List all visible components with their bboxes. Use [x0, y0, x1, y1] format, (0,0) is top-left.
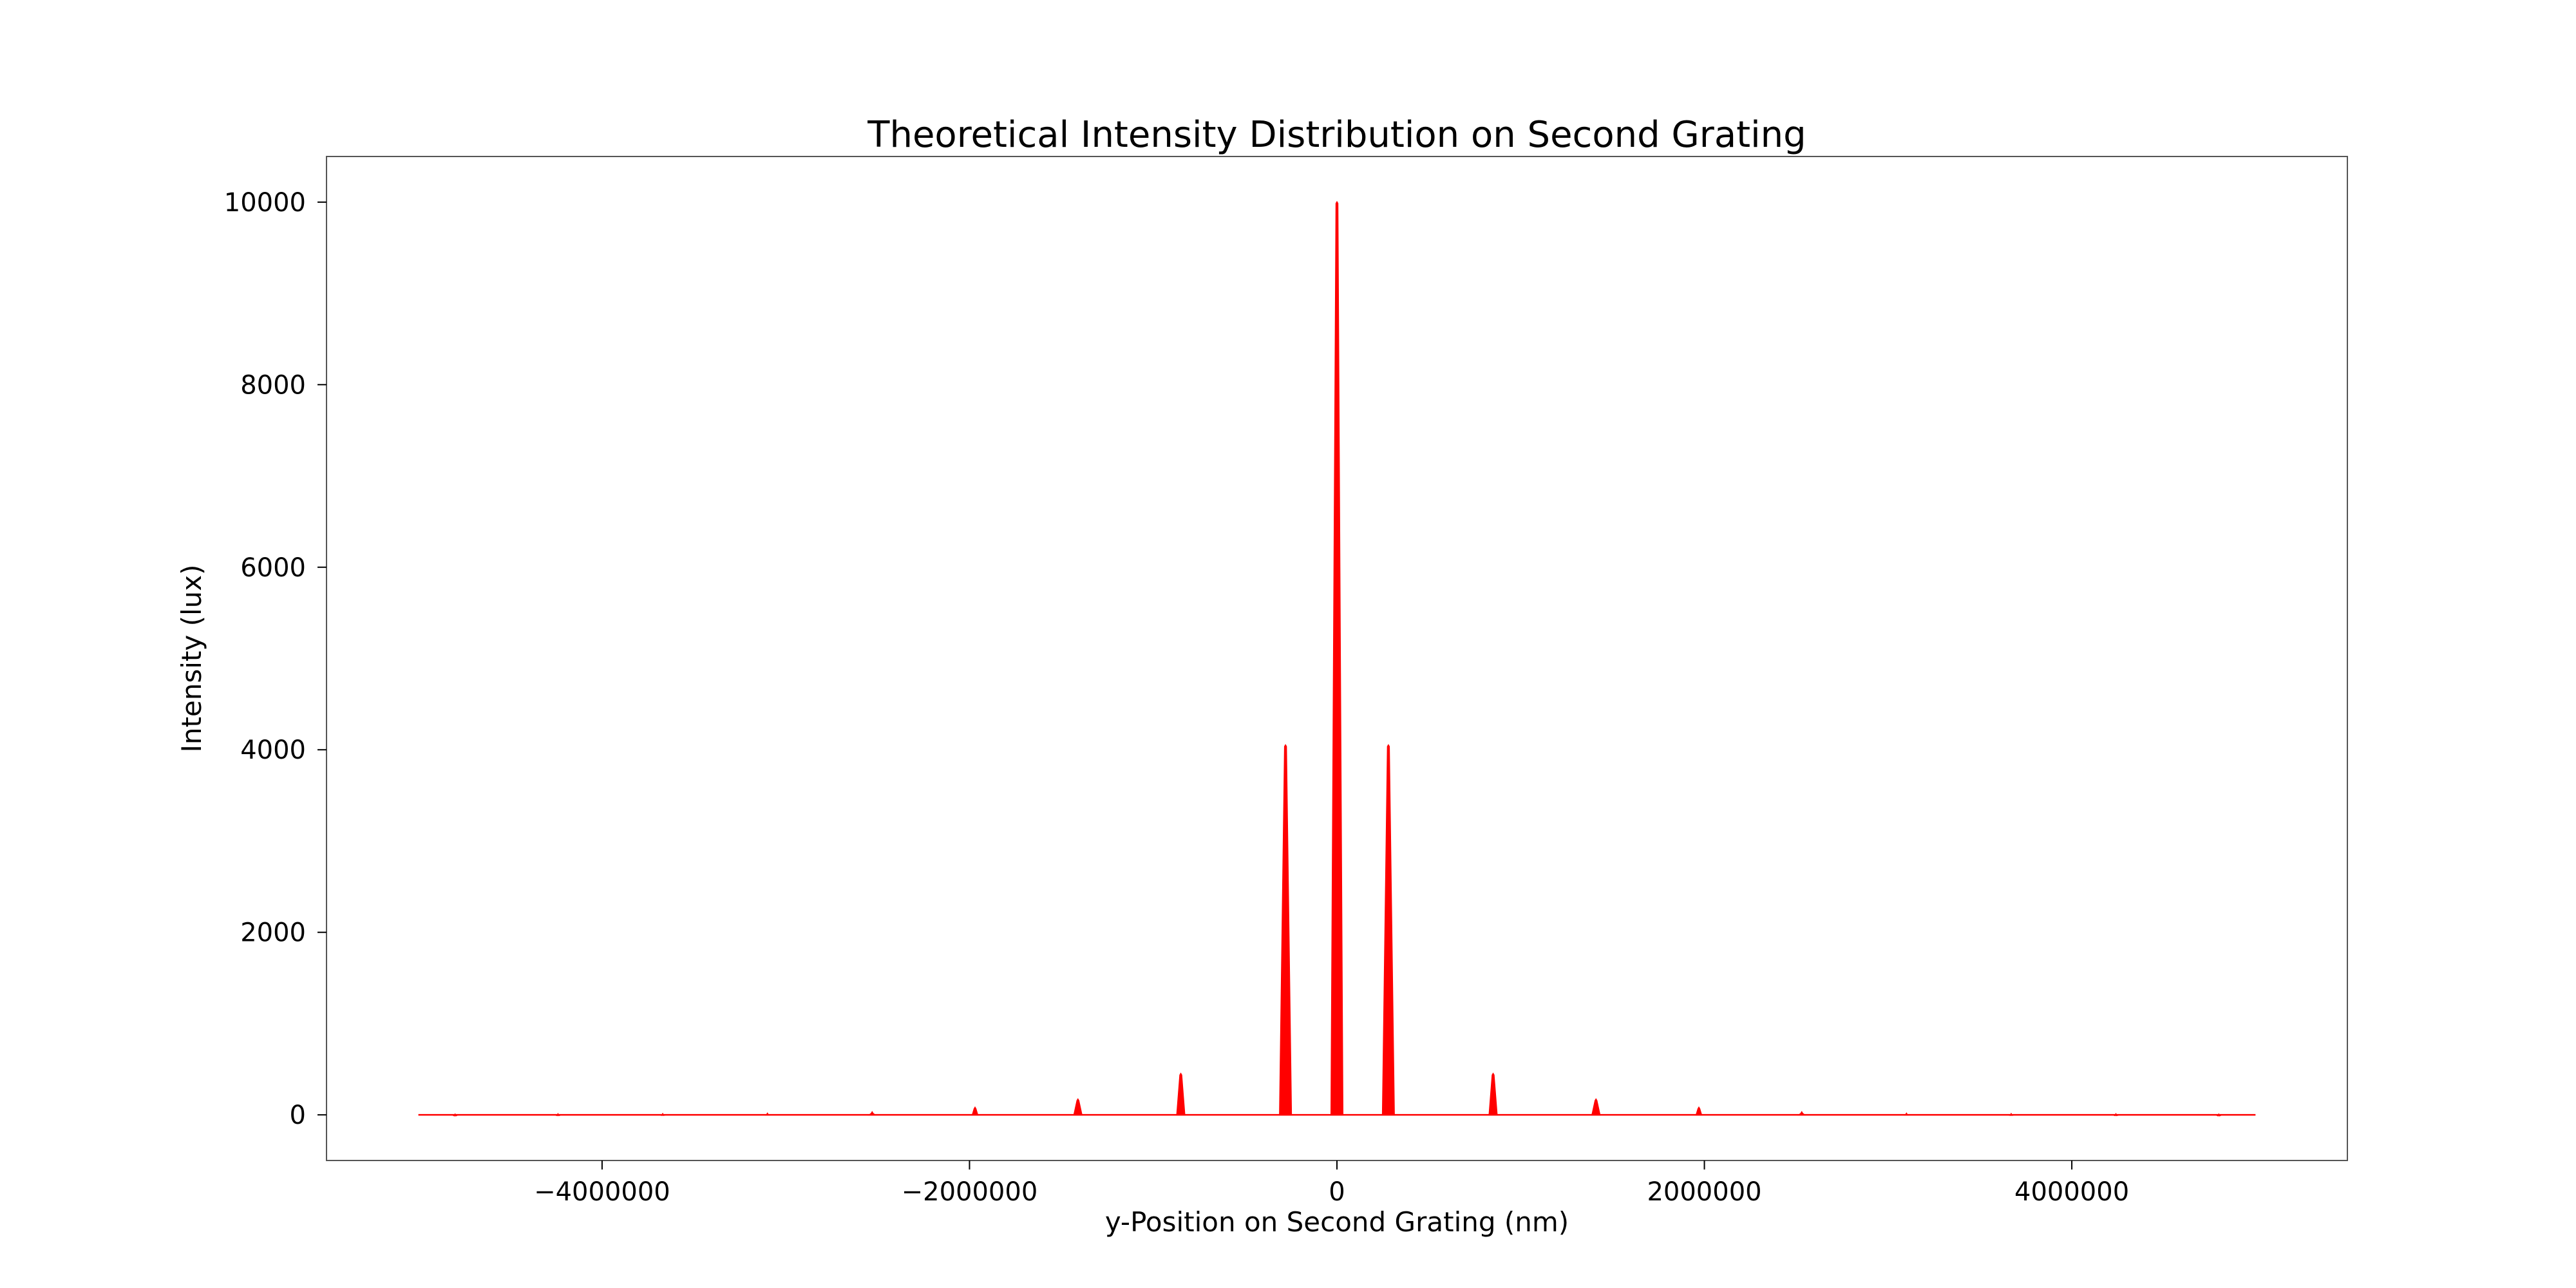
- x-tick-label: 2000000: [1647, 1177, 1761, 1207]
- peak-point: [764, 1112, 770, 1116]
- peak-point: [1330, 200, 1344, 1116]
- peak-point: [1488, 1072, 1498, 1116]
- y-tick-label: 8000: [240, 370, 306, 400]
- peak-point: [867, 1110, 877, 1116]
- y-tick-label: 0: [290, 1101, 306, 1130]
- peak-point: [2008, 1112, 2014, 1116]
- peak-point: [452, 1113, 459, 1117]
- y-axis-label: Intensity (lux): [176, 564, 207, 752]
- peak-point: [1797, 1110, 1806, 1116]
- x-tick-label: 4000000: [2014, 1177, 2129, 1207]
- peak-point: [2215, 1113, 2222, 1117]
- chart-title: Theoretical Intensity Distribution on Se…: [867, 114, 1806, 156]
- x-tick-label: −4000000: [534, 1177, 670, 1207]
- y-tick-label: 4000: [240, 735, 306, 765]
- y-tick-label: 10000: [224, 188, 306, 218]
- peak-point: [1904, 1112, 1909, 1116]
- x-axis-label: y-Position on Second Grating (nm): [1105, 1206, 1569, 1238]
- peak-point: [1279, 744, 1293, 1116]
- peak-point: [1073, 1098, 1083, 1116]
- peak-point: [1381, 744, 1395, 1116]
- peak-point: [1695, 1106, 1703, 1116]
- series-group: [418, 200, 2256, 1117]
- x-tick-label: −2000000: [902, 1177, 1038, 1207]
- peak-point: [1176, 1072, 1186, 1116]
- y-tick-label: 6000: [240, 553, 306, 583]
- peak-point: [659, 1112, 666, 1116]
- y-tick-label: 2000: [240, 918, 306, 948]
- x-axis: −4000000 −2000000 0 2000000 4000000: [534, 1160, 2129, 1207]
- peak-point: [555, 1113, 561, 1117]
- peak-point: [2113, 1113, 2119, 1117]
- peak-point: [1591, 1098, 1601, 1116]
- peak-point: [971, 1106, 979, 1116]
- x-tick-label: 0: [1329, 1177, 1345, 1207]
- y-axis: 0 2000 4000 6000 8000 10000: [224, 188, 327, 1130]
